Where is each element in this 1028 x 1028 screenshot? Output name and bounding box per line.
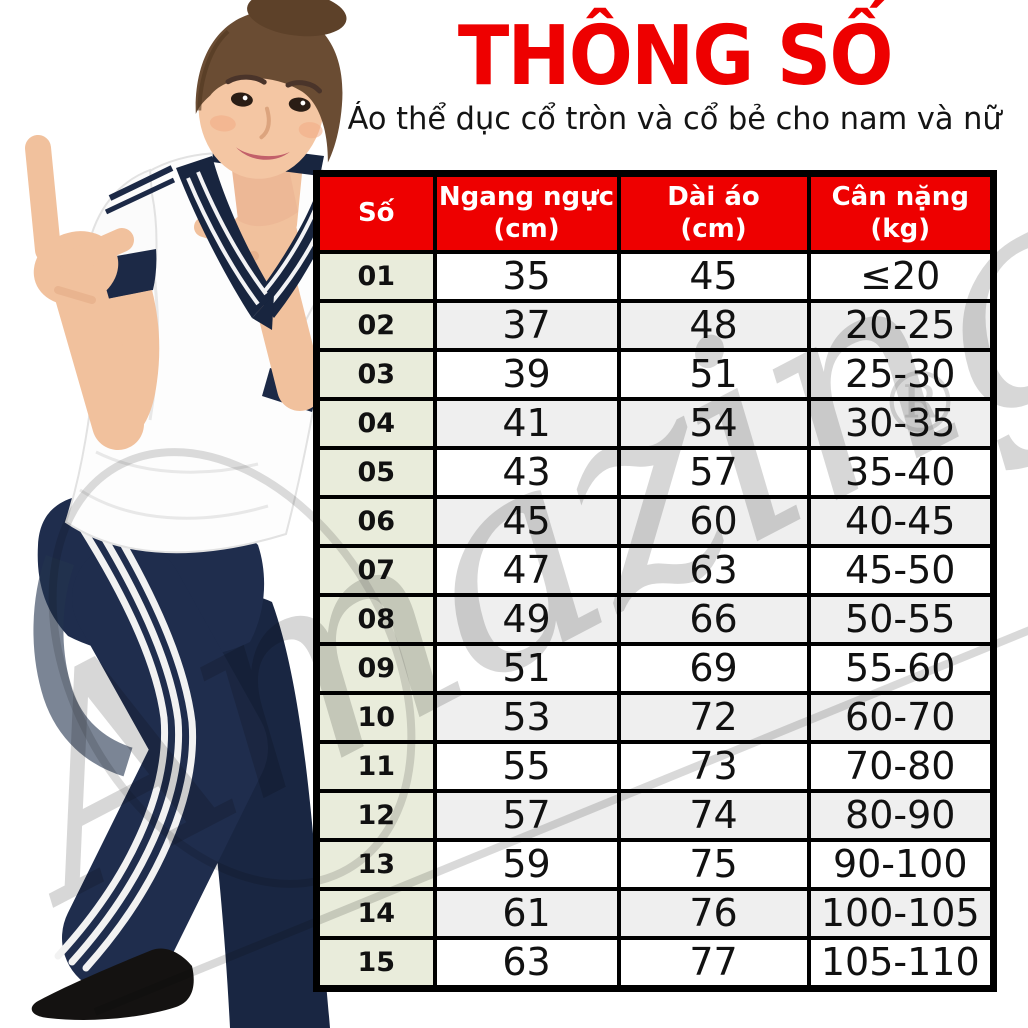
value-cell: 39: [432, 347, 621, 401]
table-row: 03 39 51 25-30: [314, 347, 996, 401]
blush: [209, 115, 236, 132]
value-cell: 55: [432, 739, 621, 793]
value-cell: 45: [616, 249, 811, 303]
value-cell: 53: [432, 690, 621, 744]
size-table: Số Ngang ngực (cm) Dài áo (cm) Cân nặng (kg) 0…: [313, 170, 997, 992]
value-cell: 54: [616, 396, 811, 450]
table-row: 01 35 45 ≤20: [314, 249, 996, 303]
table-row: 09 51 69 55-60: [314, 641, 996, 695]
table-row: 06 45 60 40-45: [314, 494, 996, 548]
value-cell: 77: [616, 935, 811, 991]
shoulder-stripes: [104, 165, 176, 215]
value-cell: 76: [616, 886, 811, 940]
value-cell: 100-105: [806, 886, 996, 940]
value-cell: 74: [616, 788, 811, 842]
value-cell: 51: [432, 641, 621, 695]
value-cell: 20-25: [806, 298, 996, 352]
eyes: [230, 92, 311, 112]
left-hand: [25, 135, 134, 305]
page-title: THÔNG SỐ: [458, 9, 894, 104]
hair-bun: [247, 0, 347, 37]
table-row: 13 59 75 90-100: [314, 837, 996, 891]
neck: [232, 164, 298, 227]
size-number-cell: 02: [314, 298, 437, 352]
value-cell: 37: [432, 298, 621, 352]
mouth: [236, 147, 290, 160]
value-cell: 73: [616, 739, 811, 793]
size-number-cell: 14: [314, 886, 437, 940]
size-number-cell: 15: [314, 935, 437, 991]
value-cell: 57: [432, 788, 621, 842]
value-cell: 80-90: [806, 788, 996, 842]
column-header: Cân nặng (kg): [806, 171, 996, 254]
value-cell: 72: [616, 690, 811, 744]
value-cell: 47: [432, 543, 621, 597]
value-cell: 45-50: [806, 543, 996, 597]
table-row: 15 63 77 105-110: [314, 935, 996, 991]
value-cell: 30-35: [806, 396, 996, 450]
table-row: 08 49 66 50-55: [314, 592, 996, 646]
size-number-cell: 11: [314, 739, 437, 793]
value-cell: 41: [432, 396, 621, 450]
track-pants: [33, 493, 330, 1028]
column-header: Ngang ngực (cm): [432, 171, 621, 254]
value-cell: 59: [432, 837, 621, 891]
value-cell: 35: [432, 249, 621, 303]
table-row: 07 47 63 45-50: [314, 543, 996, 597]
value-cell: 57: [616, 445, 811, 499]
value-cell: 43: [432, 445, 621, 499]
value-cell: 70-80: [806, 739, 996, 793]
value-cell: 61: [432, 886, 621, 940]
value-cell: 51: [616, 347, 811, 401]
size-number-cell: 01: [314, 249, 437, 303]
value-cell: 50-55: [806, 592, 996, 646]
size-number-cell: 04: [314, 396, 437, 450]
column-header: Số: [314, 171, 437, 254]
value-cell: 63: [616, 543, 811, 597]
value-cell: 66: [616, 592, 811, 646]
value-cell: 45: [432, 494, 621, 548]
table-row: 12 57 74 80-90: [314, 788, 996, 842]
blush: [298, 122, 323, 139]
size-number-cell: 03: [314, 347, 437, 401]
value-cell: 60-70: [806, 690, 996, 744]
value-cell: 48: [616, 298, 811, 352]
table-row: 05 43 57 35-40: [314, 445, 996, 499]
value-cell: ≤20: [806, 249, 996, 303]
value-cell: 75: [616, 837, 811, 891]
value-cell: 35-40: [806, 445, 996, 499]
face: [195, 0, 347, 179]
table-row: 02 37 48 20-25: [314, 298, 996, 352]
value-cell: 60: [616, 494, 811, 548]
table-row: 04 41 54 30-35: [314, 396, 996, 450]
value-cell: 90-100: [806, 837, 996, 891]
value-cell: 49: [432, 592, 621, 646]
column-header: Dài áo (cm): [616, 171, 811, 254]
hair: [195, 0, 347, 163]
nose: [259, 106, 271, 140]
table-row: 11 55 73 70-80: [314, 739, 996, 793]
size-number-cell: 06: [314, 494, 437, 548]
value-cell: 69: [616, 641, 811, 695]
table-header-row: Số Ngang ngực (cm) Dài áo (cm) Cân nặng (kg): [314, 171, 996, 254]
size-number-cell: 08: [314, 592, 437, 646]
size-number-cell: 07: [314, 543, 437, 597]
left-arm: [25, 135, 160, 450]
eyebrows: [225, 74, 323, 94]
size-number-cell: 05: [314, 445, 437, 499]
size-number-cell: 13: [314, 837, 437, 891]
value-cell: 55-60: [806, 641, 996, 695]
value-cell: 63: [432, 935, 621, 991]
table-row: 14 61 76 100-105: [314, 886, 996, 940]
size-number-cell: 12: [314, 788, 437, 842]
table-row: 10 53 72 60-70: [314, 690, 996, 744]
value-cell: 40-45: [806, 494, 996, 548]
header-zone: THÔNG SỐ Áo thể dục cổ tròn và cổ bẻ cho…: [322, 0, 1028, 138]
size-number-cell: 09: [314, 641, 437, 695]
size-number-cell: 10: [314, 690, 437, 744]
value-cell: 25-30: [806, 347, 996, 401]
page-subtitle: Áo thể dục cổ tròn và cổ bẻ cho nam và n…: [347, 101, 1002, 137]
value-cell: 105-110: [806, 935, 996, 991]
